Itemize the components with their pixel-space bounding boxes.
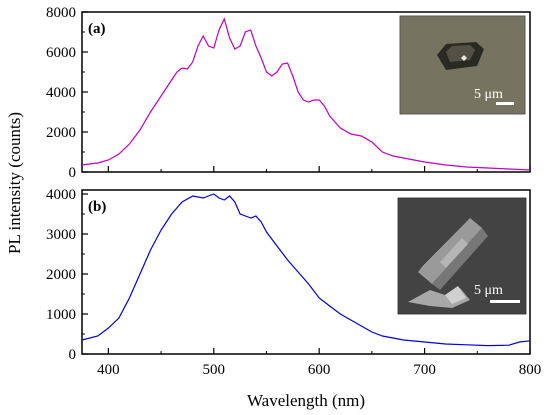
panel-a-scale-bar [496,102,514,105]
panel-b-ticks: 0 1000 2000 3000 4000 [46,187,531,363]
x-tick-label: 400 [97,362,120,378]
panel-b-y-tick-label: 1000 [46,307,76,323]
panel-b-scale-bar [490,300,520,303]
panel-b-frame [81,189,531,355]
panel-a: 0 2000 4000 6000 8000 (a) 5 μm [46,5,531,181]
panel-a-y-tick-label: 4000 [46,85,76,101]
panel-b-scale-label: 5 μm [474,283,503,298]
panel-a-ticks: 0 2000 4000 6000 8000 [46,5,531,181]
panel-a-inset-image: 5 μm [399,15,526,115]
panel-a-label: (a) [88,21,106,37]
panel-b: 0 1000 2000 3000 4000 (b) 5 μm [46,187,531,363]
panel-a-spectrum-line [81,17,531,171]
panel-b-y-tick-label: 3000 [46,227,76,243]
panel-b-y-tick-label: 4000 [46,187,76,203]
panel-a-y-tick-label: 6000 [46,45,76,61]
x-tick-label: 600 [308,362,331,378]
x-tick-label: 500 [203,362,226,378]
panel-b-label: (b) [88,199,106,215]
y-axis-title: PL intensity (counts) [5,112,24,254]
panel-a-y-tick-label: 8000 [46,5,76,21]
panel-b-y-tick-label: 0 [69,347,77,363]
panel-b-spectrum-line [81,193,531,347]
panel-b-y-tick-label: 2000 [46,267,76,283]
panel-a-y-tick-label: 2000 [46,125,76,141]
x-tick-label: 800 [519,362,542,378]
panel-a-y-tick-label: 0 [69,165,77,181]
panel-a-scale-label: 5 μm [474,87,503,102]
x-tick-labels: 400 500 600 700 800 [97,362,541,378]
panel-b-inset-image: 5 μm [397,197,527,315]
x-tick-label: 700 [413,362,436,378]
x-axis-title: Wavelength (nm) [247,391,365,410]
